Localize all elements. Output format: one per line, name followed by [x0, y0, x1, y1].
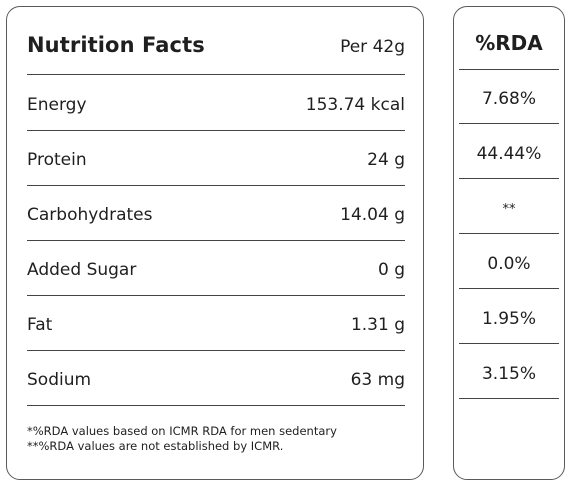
nutrient-value: 14.04 g — [340, 204, 405, 225]
rda-row-sodium: 3.15% — [459, 344, 559, 399]
rda-row-protein: 44.44% — [459, 124, 559, 179]
nutrient-value: 1.31 g — [350, 314, 405, 335]
footnote-rda-not-established: **%RDA values are not established by ICM… — [27, 439, 284, 453]
rda-value: 3.15% — [481, 364, 536, 384]
nutrient-row-carbohydrates: Carbohydrates 14.04 g — [27, 187, 405, 241]
rda-value: 1.95% — [481, 309, 536, 329]
nutrient-value: 0 g — [377, 259, 405, 280]
rda-row-added-sugar: 0.0% — [459, 234, 559, 289]
nutrient-value: 63 mg — [350, 369, 405, 390]
rda-panel: %RDA 7.68% 44.44% ** 0.0% 1.95% 3.15% — [453, 6, 565, 480]
footnotes: *%RDA values based on ICMR RDA for men s… — [27, 424, 405, 454]
rda-row-energy: 7.68% — [459, 69, 559, 124]
rda-value: 44.44% — [476, 144, 542, 164]
nutrient-row-energy: Energy 153.74 kcal — [27, 77, 405, 131]
nutrition-facts-panel: Nutrition Facts Per 42g Energy 153.74 kc… — [6, 6, 424, 480]
nutrition-title: Nutrition Facts — [27, 33, 205, 57]
footnote-rda-basis: *%RDA values based on ICMR RDA for men s… — [27, 424, 337, 438]
nutrient-row-sodium: Sodium 63 mg — [27, 352, 405, 406]
rda-title: %RDA — [459, 31, 559, 70]
serving-size: Per 42g — [340, 37, 405, 57]
rda-value: 7.68% — [481, 89, 536, 109]
nutrient-row-added-sugar: Added Sugar 0 g — [27, 242, 405, 296]
rda-value: 0.0% — [487, 254, 531, 274]
nutrient-label: Added Sugar — [27, 259, 137, 280]
rda-row-carbohydrates: ** — [459, 179, 559, 234]
nutrition-header: Nutrition Facts Per 42g — [27, 33, 405, 75]
nutrient-label: Protein — [27, 149, 87, 170]
nutrient-value: 153.74 kcal — [305, 94, 405, 115]
nutrient-label: Fat — [27, 314, 53, 335]
rda-row-fat: 1.95% — [459, 289, 559, 344]
nutrient-row-fat: Fat 1.31 g — [27, 297, 405, 351]
rda-value: ** — [502, 202, 516, 217]
nutrient-row-protein: Protein 24 g — [27, 132, 405, 186]
nutrient-label: Carbohydrates — [27, 204, 153, 225]
nutrient-label: Energy — [27, 94, 87, 115]
nutrient-label: Sodium — [27, 369, 92, 390]
nutrient-value: 24 g — [367, 149, 405, 170]
